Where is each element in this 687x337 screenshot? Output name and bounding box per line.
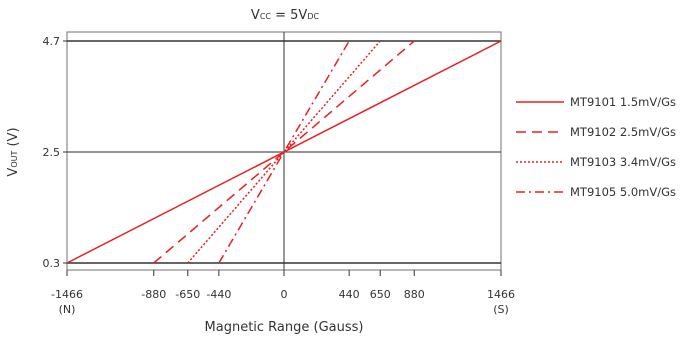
y-tick-label-2: 4.7 [43, 35, 61, 48]
x-tick-label-3: -440 [206, 288, 231, 301]
series-line-2 [187, 40, 381, 264]
series-line-1 [153, 40, 415, 264]
legend-label-0: MT9101 1.5mV/Gs [570, 95, 676, 109]
x-tick-label-7: 880 [404, 288, 425, 301]
y-tick-labels: 0.3 2.5 4.7 [43, 35, 67, 270]
legend-label-2: MT9103 3.4mV/Gs [570, 155, 676, 169]
grid-lines [67, 32, 501, 270]
legend-label-3: MT9105 5.0mV/Gs [570, 185, 676, 199]
y-tick-label-0: 0.3 [43, 257, 61, 270]
series-lines [66, 40, 502, 264]
y-tick-label-1: 2.5 [43, 146, 61, 159]
x-tick-label-0: -1466 [51, 288, 83, 301]
x-tick-label-4: 0 [281, 288, 288, 301]
x-tick-label-1: -880 [141, 288, 166, 301]
x-tick-labels: -1466 (N) -880 -650 -440 0 440 650 880 1466 (S) [51, 270, 515, 316]
x-tick-label-5: 440 [339, 288, 360, 301]
chart-title: VCC = 5VDC [251, 8, 320, 23]
series-line-3 [218, 40, 350, 264]
x-tick-label-2: -650 [175, 288, 200, 301]
legend-label-1: MT9102 2.5mV/Gs [570, 125, 676, 139]
x-tick-label-8: 1466 [487, 288, 515, 301]
x-tick-note-0: (N) [59, 303, 76, 316]
x-tick-label-6: 650 [370, 288, 391, 301]
x-axis-label: Magnetic Range (Gauss) [205, 320, 364, 335]
range-lines [67, 40, 501, 264]
x-tick-note-8: (S) [493, 303, 509, 316]
legend: MT9101 1.5mV/Gs MT9102 2.5mV/Gs MT9103 3.4… [516, 95, 676, 199]
y-axis-label: VOUT (V) [6, 127, 21, 176]
